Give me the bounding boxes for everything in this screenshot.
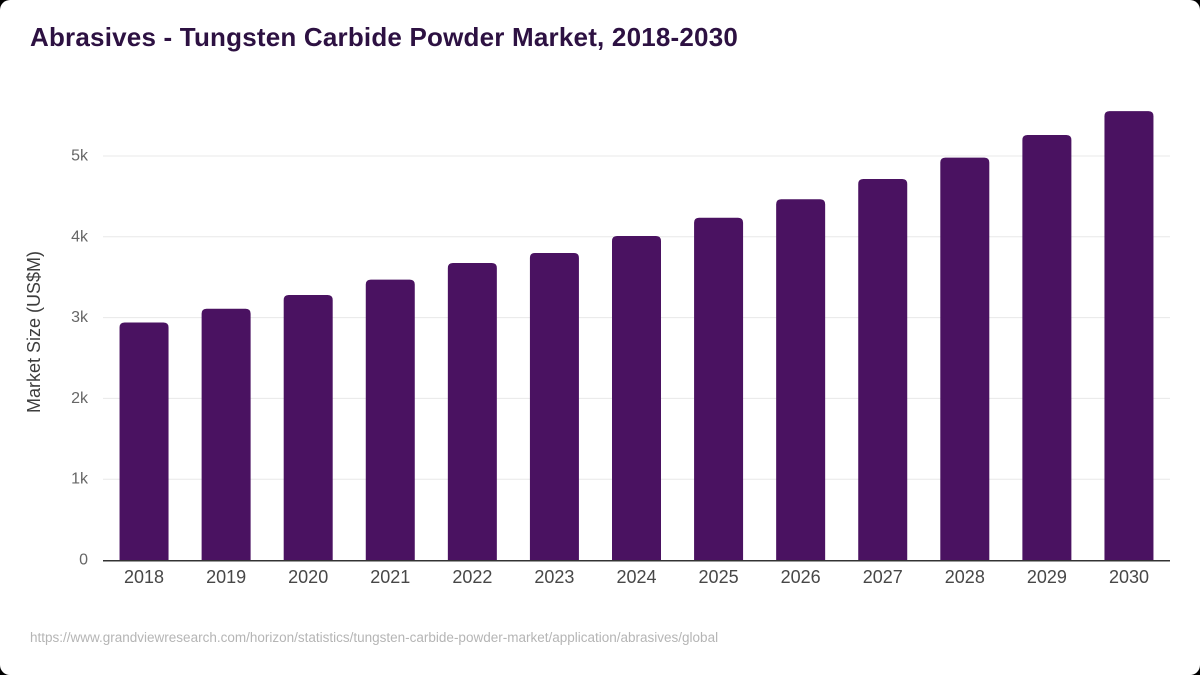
bar-2019[interactable] — [201, 308, 251, 560]
y-tick-4k: 4k — [71, 228, 89, 245]
bar-2029[interactable] — [1022, 134, 1072, 560]
chart-title: Abrasives - Tungsten Carbide Powder Mark… — [30, 22, 739, 52]
y-axis-tick-labels: 0 1k 2k 3k 4k 5k — [71, 148, 89, 569]
x-tick-2025: 2025 — [699, 567, 739, 587]
x-tick-2027: 2027 — [863, 567, 903, 587]
bar-2026[interactable] — [776, 199, 826, 560]
y-axis-title: Market Size (US$M) — [24, 251, 44, 413]
source-url: https://www.grandviewresearch.com/horizo… — [30, 630, 719, 645]
x-tick-2029: 2029 — [1027, 567, 1067, 587]
x-tick-2021: 2021 — [370, 567, 410, 587]
x-tick-2023: 2023 — [534, 567, 574, 587]
x-tick-2028: 2028 — [945, 567, 985, 587]
y-tick-3k: 3k — [71, 309, 89, 326]
x-tick-2026: 2026 — [781, 567, 821, 587]
bar-2023[interactable] — [529, 252, 579, 560]
y-tick-5k: 5k — [71, 148, 89, 165]
x-tick-2019: 2019 — [206, 567, 246, 587]
bar-2027[interactable] — [858, 179, 908, 560]
bar-2024[interactable] — [612, 235, 661, 560]
bar-2030[interactable] — [1104, 111, 1154, 560]
bar-2025[interactable] — [694, 217, 744, 560]
x-tick-2024: 2024 — [616, 567, 656, 587]
x-tick-2018: 2018 — [124, 567, 164, 587]
bars-group — [119, 111, 1154, 560]
bar-2020[interactable] — [283, 294, 333, 560]
bar-2028[interactable] — [940, 157, 990, 560]
x-tick-2030: 2030 — [1109, 567, 1149, 587]
y-tick-0: 0 — [79, 552, 88, 569]
y-tick-1k: 1k — [71, 471, 89, 488]
bar-2018[interactable] — [119, 322, 169, 560]
bar-2021[interactable] — [365, 279, 415, 560]
x-tick-2022: 2022 — [452, 567, 492, 587]
y-tick-2k: 2k — [71, 390, 89, 407]
bar-2022[interactable] — [447, 263, 497, 560]
x-tick-2020: 2020 — [288, 567, 328, 587]
x-axis-tick-labels: 2018 2019 2020 2021 2022 2023 2024 2025 2026 2027… — [124, 567, 1149, 587]
